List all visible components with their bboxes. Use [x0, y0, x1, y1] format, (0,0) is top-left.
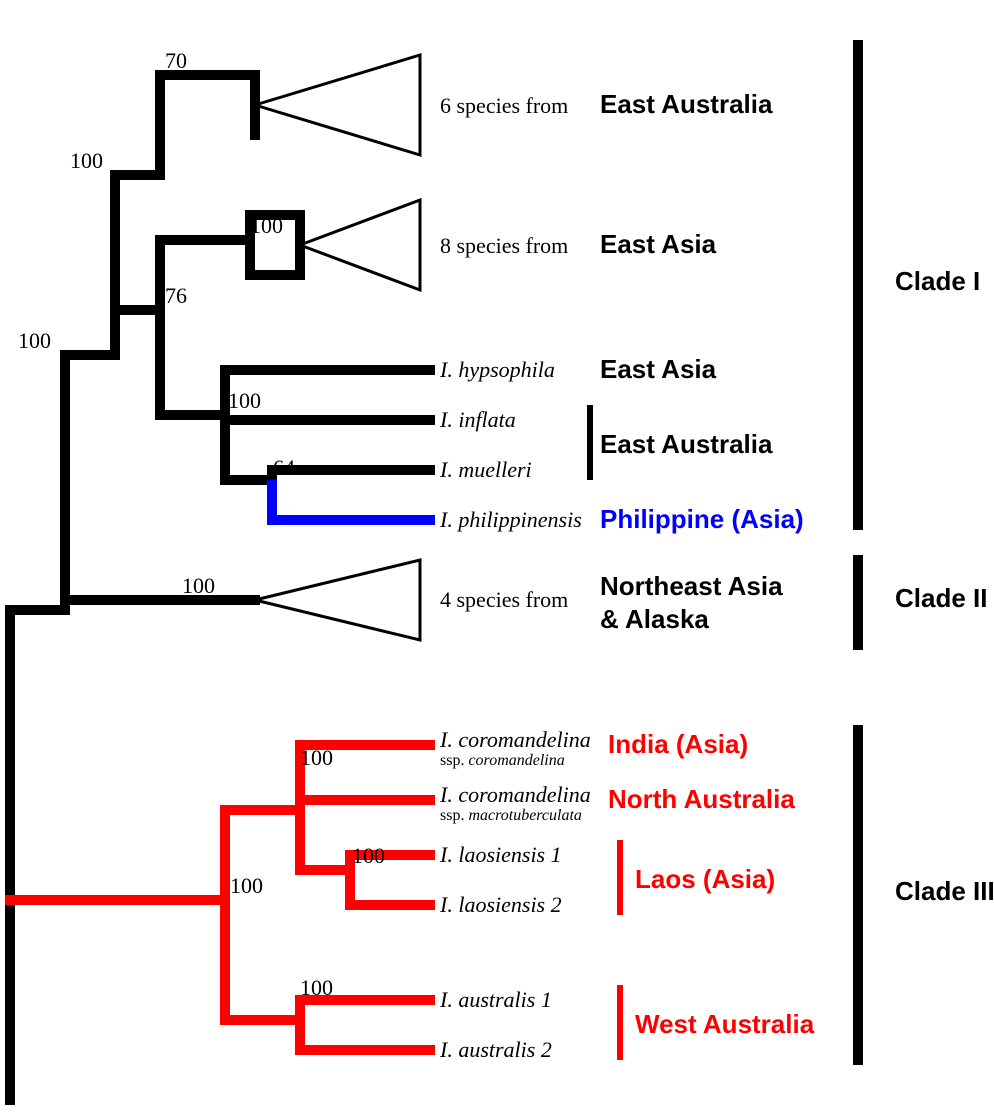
support-s64: 64: [273, 455, 295, 480]
support-s100b: 100: [70, 148, 103, 173]
support-s76: 76: [165, 283, 187, 308]
region-r4: East Australia: [600, 429, 773, 459]
count-c1: 6 species from: [440, 93, 568, 118]
support-s100i: 100: [300, 975, 333, 1000]
region-r9: Laos (Asia): [635, 864, 775, 894]
tri-east-australia: [255, 55, 420, 155]
species-tip3: I. muelleri: [439, 457, 532, 482]
support-s100g: 100: [300, 745, 333, 770]
species-sub-tip6: ssp. macrotuberculata: [440, 807, 582, 824]
species-tip2: I. inflata: [439, 407, 516, 432]
region-r7: India (Asia): [608, 729, 748, 759]
species-tip1: I. hypsophila: [439, 357, 555, 382]
region-r3: East Asia: [600, 354, 717, 384]
tri-east-asia: [300, 200, 420, 290]
phylogenetic-tree: 100 100 70 76 100 100 64 100 100 100 100 100 I. hyps…: [0, 0, 994, 1112]
region-r8: North Australia: [608, 784, 795, 814]
count-c3: 4 species from: [440, 587, 568, 612]
branches-red: [10, 745, 430, 1050]
region-r2: East Asia: [600, 229, 717, 259]
region-r10: West Australia: [635, 1009, 815, 1039]
species-tip4: I. philippinensis: [439, 507, 582, 532]
species-tip7: I. laosiensis 1: [439, 842, 562, 867]
species-tip6: I. coromandelina: [439, 782, 591, 807]
branches-blue: [272, 485, 430, 520]
support-s100a: 100: [18, 328, 51, 353]
support-s100f: 100: [230, 873, 263, 898]
species-tip9: I. australis 1: [439, 987, 552, 1012]
species-tip8: I. laosiensis 2: [439, 892, 562, 917]
support-s100d: 100: [228, 388, 261, 413]
tri-northeast-asia: [255, 560, 420, 640]
support-s70: 70: [165, 48, 187, 73]
species-tip10: I. australis 2: [439, 1037, 552, 1062]
support-s100e: 100: [182, 573, 215, 598]
species-sub-tip5: ssp. coromandelina: [440, 752, 565, 769]
clade-label-cIII: Clade III: [895, 876, 994, 906]
region-r6b: & Alaska: [600, 604, 709, 634]
support-s100h: 100: [352, 843, 385, 868]
region-r6a: Northeast Asia: [600, 571, 783, 601]
region-r5: Philippine (Asia): [600, 504, 804, 534]
clade-label-cI: Clade I: [895, 266, 980, 296]
region-r1: East Australia: [600, 89, 773, 119]
clade-label-cII: Clade II: [895, 583, 987, 613]
support-s100c: 100: [250, 213, 283, 238]
count-c2: 8 species from: [440, 233, 568, 258]
species-tip5: I. coromandelina: [439, 727, 591, 752]
